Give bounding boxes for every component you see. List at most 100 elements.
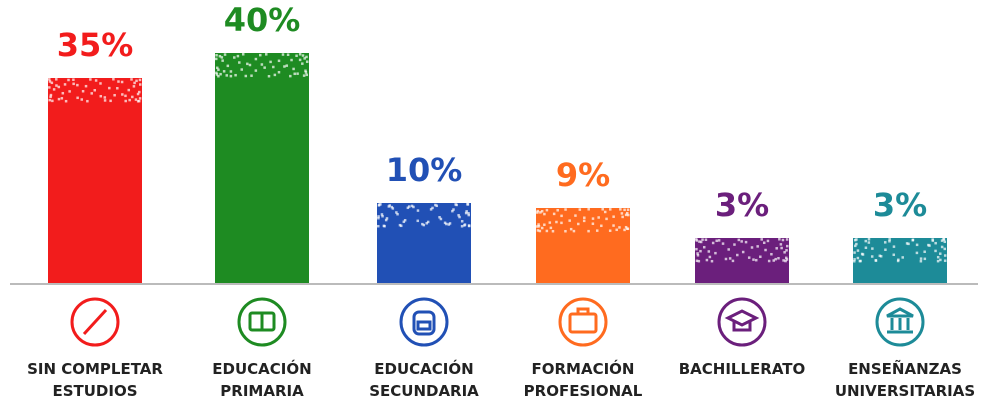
speckle — [620, 212, 624, 215]
speckle — [269, 60, 272, 64]
speckle — [55, 84, 58, 87]
speckle — [263, 66, 266, 69]
speckle — [385, 217, 389, 220]
speckle — [384, 218, 388, 222]
speckle — [277, 70, 281, 74]
speckle — [48, 80, 52, 83]
speckle — [744, 240, 748, 244]
speckle — [705, 258, 709, 262]
speckle — [888, 238, 891, 241]
speckle — [439, 217, 443, 221]
speckle — [267, 74, 271, 78]
speckle — [463, 224, 466, 227]
speckle — [416, 219, 420, 223]
speckle — [907, 242, 910, 246]
speckle — [943, 254, 947, 257]
speckle — [467, 212, 470, 215]
speckle — [124, 94, 127, 98]
speckle — [121, 93, 124, 96]
speckle — [708, 255, 712, 259]
speckle — [72, 82, 75, 86]
speckle — [254, 57, 258, 61]
speckle — [756, 245, 759, 248]
speckle — [76, 83, 79, 87]
speckle — [782, 259, 785, 262]
speckle — [762, 241, 766, 245]
speckle — [86, 99, 89, 103]
speckle — [892, 245, 896, 248]
speckle — [538, 229, 542, 233]
value-label: 3% — [873, 186, 927, 224]
speckle — [854, 244, 857, 248]
speckle — [940, 239, 944, 242]
speckle — [406, 206, 410, 210]
speckle — [290, 58, 293, 62]
speckle — [447, 223, 451, 226]
speckle — [241, 53, 245, 56]
speckle — [728, 257, 732, 260]
category-label: EDUCACIÓN PRIMARIA — [212, 360, 312, 400]
speckle — [870, 255, 874, 258]
speckle — [779, 243, 783, 246]
value-label: 9% — [556, 156, 610, 194]
speckle — [568, 219, 571, 222]
value-label: 10% — [386, 151, 463, 189]
speckle — [431, 206, 434, 210]
speckle — [701, 238, 704, 241]
speckle — [429, 208, 433, 211]
speckle — [246, 62, 249, 66]
speckle — [543, 212, 546, 216]
speckle — [137, 99, 141, 103]
speckle — [600, 224, 603, 228]
speckle — [286, 53, 290, 57]
speckle — [778, 238, 781, 241]
speckle — [621, 215, 624, 219]
speckle — [277, 59, 281, 63]
icon-building — [875, 297, 925, 347]
speckle — [240, 68, 244, 71]
speckle — [772, 259, 775, 262]
speckle — [699, 240, 703, 244]
speckle — [939, 258, 942, 262]
speckle — [770, 252, 773, 256]
speckle — [435, 204, 439, 208]
speckle — [215, 57, 218, 61]
speckle — [785, 244, 789, 248]
speckle — [747, 256, 751, 259]
speckle — [223, 53, 227, 56]
speckle — [919, 257, 923, 260]
speckle — [416, 209, 420, 212]
speckle — [717, 239, 721, 242]
speckle — [923, 250, 926, 254]
speckle — [421, 222, 424, 226]
speckle — [128, 98, 131, 102]
bar — [377, 203, 471, 283]
speckle — [233, 56, 236, 59]
speckle — [81, 90, 85, 93]
speckle — [377, 224, 380, 228]
speckle — [552, 212, 556, 216]
speckle — [867, 241, 871, 244]
speckle — [696, 252, 699, 255]
speckle — [583, 216, 586, 219]
speckle — [572, 229, 576, 233]
speckle — [560, 221, 563, 225]
speckle — [731, 259, 735, 263]
speckle — [136, 92, 140, 96]
speckle — [132, 85, 136, 88]
speckle — [752, 258, 755, 261]
speckle — [285, 64, 289, 67]
speckle — [301, 54, 305, 57]
speckle — [138, 90, 141, 94]
speckle — [465, 210, 468, 213]
speckle — [943, 240, 947, 244]
speckle — [254, 69, 258, 72]
icon-cap — [717, 297, 767, 347]
speckle — [380, 213, 384, 216]
speckle — [234, 73, 237, 77]
speckle — [595, 229, 599, 232]
speckle — [48, 78, 51, 81]
speckle — [775, 247, 778, 250]
speckle — [714, 251, 717, 255]
